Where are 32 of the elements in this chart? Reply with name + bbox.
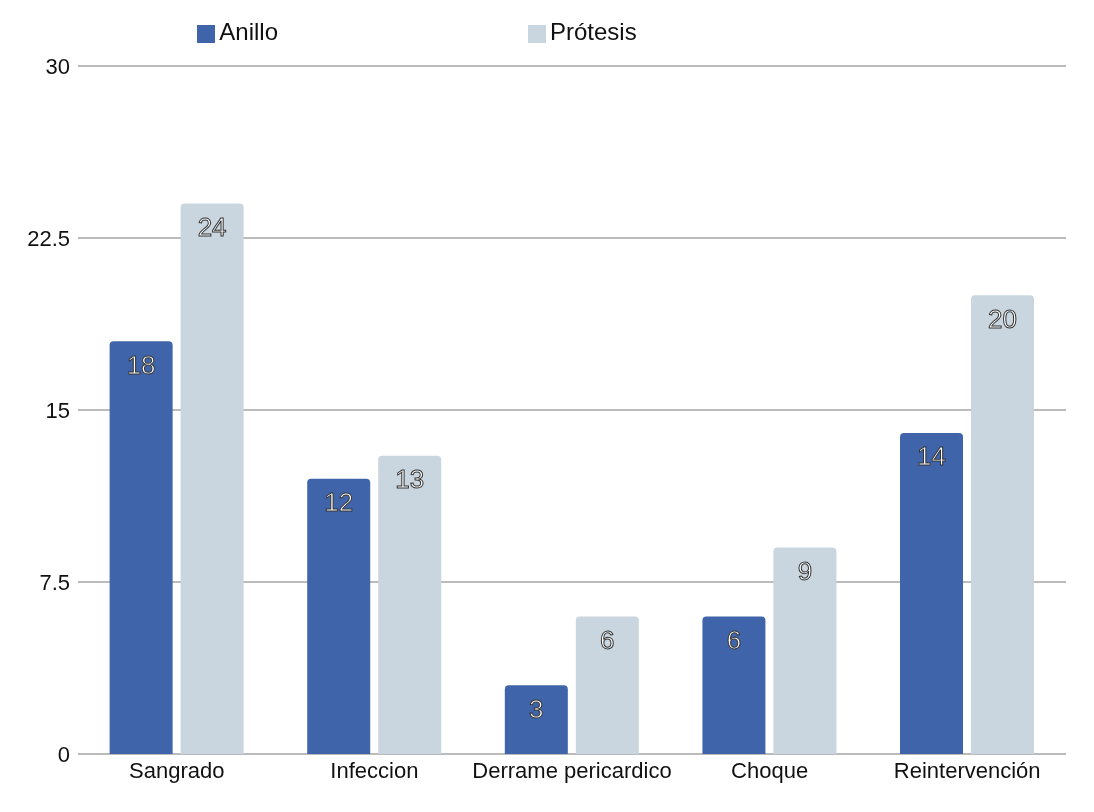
data-label: 3 <box>529 693 544 724</box>
data-label: 6 <box>726 624 742 655</box>
bar <box>773 547 837 754</box>
bar <box>702 616 766 754</box>
bar <box>900 432 964 754</box>
bar <box>307 478 371 754</box>
y-tick-label: 15 <box>45 397 70 423</box>
bar <box>180 203 244 754</box>
bar <box>378 455 442 754</box>
data-label: 13 <box>395 464 425 495</box>
data-label: 20 <box>988 303 1017 334</box>
y-tick-label: 7.5 <box>39 569 70 595</box>
bar <box>575 616 639 754</box>
x-tick-label: Infeccion <box>330 757 419 783</box>
x-tick-label: Choque <box>731 757 809 783</box>
data-label: 6 <box>600 624 615 655</box>
x-tick-label: Sangrado <box>129 757 225 783</box>
data-label: 24 <box>197 212 227 243</box>
bar <box>504 685 568 754</box>
data-label: 14 <box>917 441 946 472</box>
bar <box>971 295 1035 754</box>
data-label: 12 <box>324 487 354 518</box>
y-tick-label: 30 <box>45 53 70 79</box>
y-tick-label: 0 <box>57 741 70 767</box>
legend-label: Prótesis <box>550 18 637 45</box>
x-tick-label: Reintervención <box>893 757 1041 783</box>
data-label: 18 <box>126 349 156 380</box>
legend-label: Anillo <box>219 18 278 45</box>
x-tick-label: Derrame pericardico <box>472 757 672 783</box>
bar <box>109 341 173 754</box>
data-label: 9 <box>797 556 813 587</box>
y-tick-label: 22.5 <box>27 225 70 251</box>
